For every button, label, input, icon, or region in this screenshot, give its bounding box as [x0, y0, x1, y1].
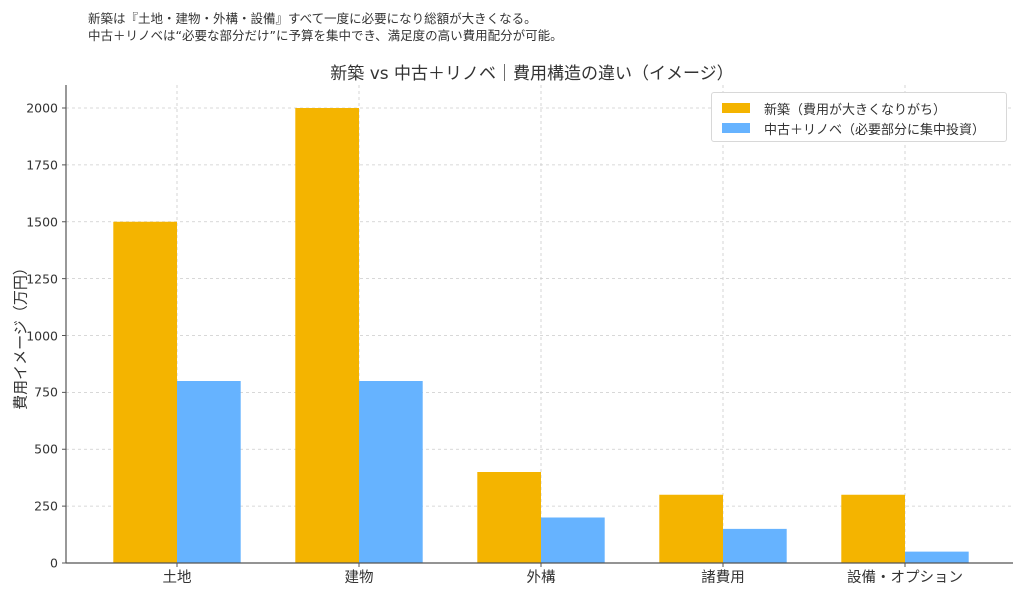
legend-item-renovation: 中古＋リノベ（必要部分に集中投資）: [722, 118, 996, 138]
legend-swatch-new-build: [722, 103, 750, 113]
x-tick-label: 土地: [162, 570, 192, 586]
bar-new-build: [295, 108, 359, 563]
legend-label-renovation: 中古＋リノベ（必要部分に集中投資）: [764, 122, 986, 138]
bar-renovation: [177, 381, 241, 563]
bar-renovation: [541, 517, 605, 563]
legend-label-new-build: 新築（費用が大きくなりがち）: [764, 102, 947, 118]
y-tick-label: 1500: [26, 214, 58, 230]
axes: [62, 85, 1013, 567]
legend: 新築（費用が大きくなりがち） 中古＋リノベ（必要部分に集中投資）: [711, 92, 1007, 142]
bar-new-build: [477, 472, 541, 563]
y-tick-label: 250: [34, 498, 58, 514]
x-tick-label: 外構: [526, 570, 556, 586]
bar-renovation: [905, 551, 969, 563]
y-tick-label: 750: [34, 384, 58, 400]
bar-new-build: [659, 494, 723, 563]
bars: [113, 108, 969, 563]
y-tick-label: 1250: [26, 271, 58, 287]
x-tick-label: 諸費用: [701, 570, 745, 586]
y-tick-label: 0: [50, 555, 58, 571]
x-tick-label: 設備・オプション: [847, 570, 963, 586]
legend-swatch-renovation: [722, 123, 750, 133]
y-tick-label: 2000: [26, 100, 58, 116]
chart-title: 新築 vs 中古＋リノベ｜費用構造の違い（イメージ）: [330, 64, 734, 84]
annotation-note-line-2: 中古＋リノベは“必要な部分だけ”に予算を集中でき、満足度の高い費用配分が可能。: [88, 28, 563, 43]
bar-renovation: [723, 528, 787, 563]
y-tick-label: 1750: [26, 157, 58, 173]
x-tick-label: 建物: [344, 570, 374, 586]
bar-renovation: [359, 381, 423, 563]
bar-new-build: [113, 221, 177, 563]
annotation-note-line-1: 新築は『土地・建物・外構・設備』すべて一度に必要になり総額が大きくなる。: [88, 11, 537, 26]
bar-new-build: [841, 494, 905, 563]
y-tick-label: 1000: [26, 328, 58, 343]
legend-item-new-build: 新築（費用が大きくなりがち）: [722, 98, 996, 118]
y-tick-label: 500: [34, 441, 58, 457]
